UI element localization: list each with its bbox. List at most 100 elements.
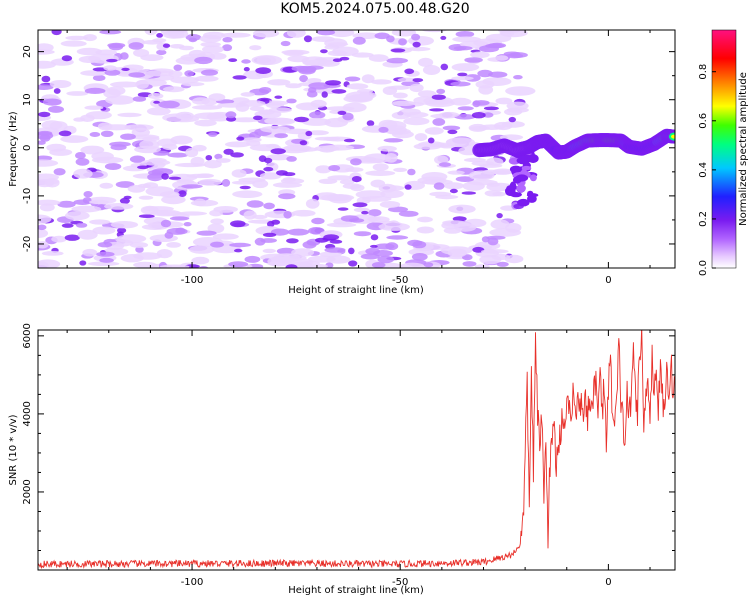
y-tick-label: 6000: [22, 323, 33, 348]
noise-blob: [308, 87, 317, 93]
noise-blob: [49, 80, 72, 88]
noise-blob: [393, 167, 408, 172]
noise-blob: [132, 96, 147, 102]
noise-blob: [454, 114, 476, 120]
noise-blob: [57, 200, 76, 208]
noise-blob: [361, 74, 375, 84]
noise-blob: [434, 155, 449, 165]
noise-blob: [53, 168, 66, 176]
noise-blob: [283, 211, 292, 219]
noise-blob: [79, 260, 87, 266]
noise-blob: [167, 152, 189, 158]
noise-blob: [485, 33, 512, 43]
noise-blob: [286, 156, 297, 162]
noise-blob: [253, 30, 280, 38]
noise-blob: [406, 46, 431, 52]
noise-blob: [447, 248, 467, 258]
noise-blob: [508, 52, 528, 58]
noise-blob: [427, 137, 435, 144]
noise-blob: [61, 55, 73, 62]
spectrogram-marks: [38, 30, 675, 268]
noise-blob: [92, 74, 106, 81]
noise-blob: [436, 88, 446, 94]
noise-blob: [160, 219, 172, 228]
noise-blob: [403, 117, 430, 126]
noise-blob: [238, 100, 266, 107]
snr-panel: -100 -50 0 2000 4000 6000 Height of straight…: [8, 323, 676, 596]
noise-blob: [58, 130, 72, 137]
noise-blob: [508, 116, 516, 123]
noise-blob: [413, 143, 442, 150]
noise-blob: [287, 228, 310, 236]
noise-blob: [429, 108, 445, 112]
noise-blob: [285, 83, 302, 89]
noise-blob: [137, 165, 149, 170]
noise-blob: [205, 155, 213, 161]
noise-blob: [148, 222, 164, 229]
snr-y-label: SNR (10 * v/v): [8, 414, 19, 485]
noise-blob: [450, 97, 472, 106]
noise-blob: [241, 59, 251, 64]
noise-blob: [231, 180, 256, 185]
noise-blob: [319, 147, 335, 153]
noise-blob: [339, 56, 350, 61]
noise-blob: [89, 219, 111, 225]
noise-blob: [38, 60, 56, 69]
noise-blob: [310, 99, 327, 108]
noise-blob: [368, 209, 382, 217]
noise-blob: [442, 125, 461, 131]
noise-blob: [230, 220, 246, 228]
noise-blob: [513, 75, 523, 80]
noise-blob: [350, 158, 362, 166]
noise-blob: [110, 81, 141, 88]
noise-blob: [404, 68, 415, 75]
noise-blob: [166, 242, 182, 248]
noise-blob: [351, 176, 362, 183]
noise-blob: [442, 220, 466, 226]
noise-blob: [471, 112, 486, 119]
noise-blob: [435, 194, 459, 200]
noise-blob: [267, 256, 291, 267]
noise-blob: [424, 127, 444, 135]
colorbar: 0.0 0.2 0.4 0.6 0.8 Normalized spectral ampl…: [698, 29, 749, 276]
noise-blob: [345, 167, 364, 173]
noise-blob: [266, 154, 292, 161]
noise-blob: [278, 193, 296, 200]
noise-blob: [383, 138, 404, 143]
noise-blob: [301, 117, 331, 126]
noise-blob: [447, 170, 465, 175]
noise-blob: [486, 235, 506, 240]
spectrogram-x-label: Height of straight line (km): [288, 285, 424, 296]
noise-blob: [143, 70, 174, 77]
onset-blob: [517, 198, 530, 207]
noise-blob: [455, 176, 475, 183]
y-tick-label: 0: [22, 145, 33, 151]
noise-blob: [393, 92, 408, 99]
noise-blob: [89, 199, 109, 205]
noise-blob: [431, 94, 446, 100]
noise-blob: [348, 260, 358, 267]
noise-blob: [38, 261, 49, 268]
noise-blob: [246, 200, 264, 208]
noise-blob: [407, 168, 416, 176]
noise-blob: [254, 237, 266, 246]
x-tick-label: 0: [605, 275, 611, 286]
noise-blob: [120, 133, 136, 140]
noise-blob: [326, 222, 357, 228]
noise-blob: [337, 110, 347, 115]
noise-blob: [96, 251, 115, 257]
noise-blob: [223, 148, 234, 155]
noise-blob: [243, 210, 257, 220]
noise-blob: [378, 183, 397, 193]
noise-blob: [272, 182, 303, 188]
noise-blob: [368, 54, 389, 62]
onset-blob: [510, 192, 522, 198]
noise-blob: [51, 235, 67, 243]
noise-blob: [386, 35, 395, 43]
noise-blob: [352, 202, 368, 208]
noise-blob: [379, 201, 401, 208]
noise-blob: [479, 45, 499, 53]
noise-blob: [400, 262, 425, 268]
noise-blob: [110, 144, 127, 151]
